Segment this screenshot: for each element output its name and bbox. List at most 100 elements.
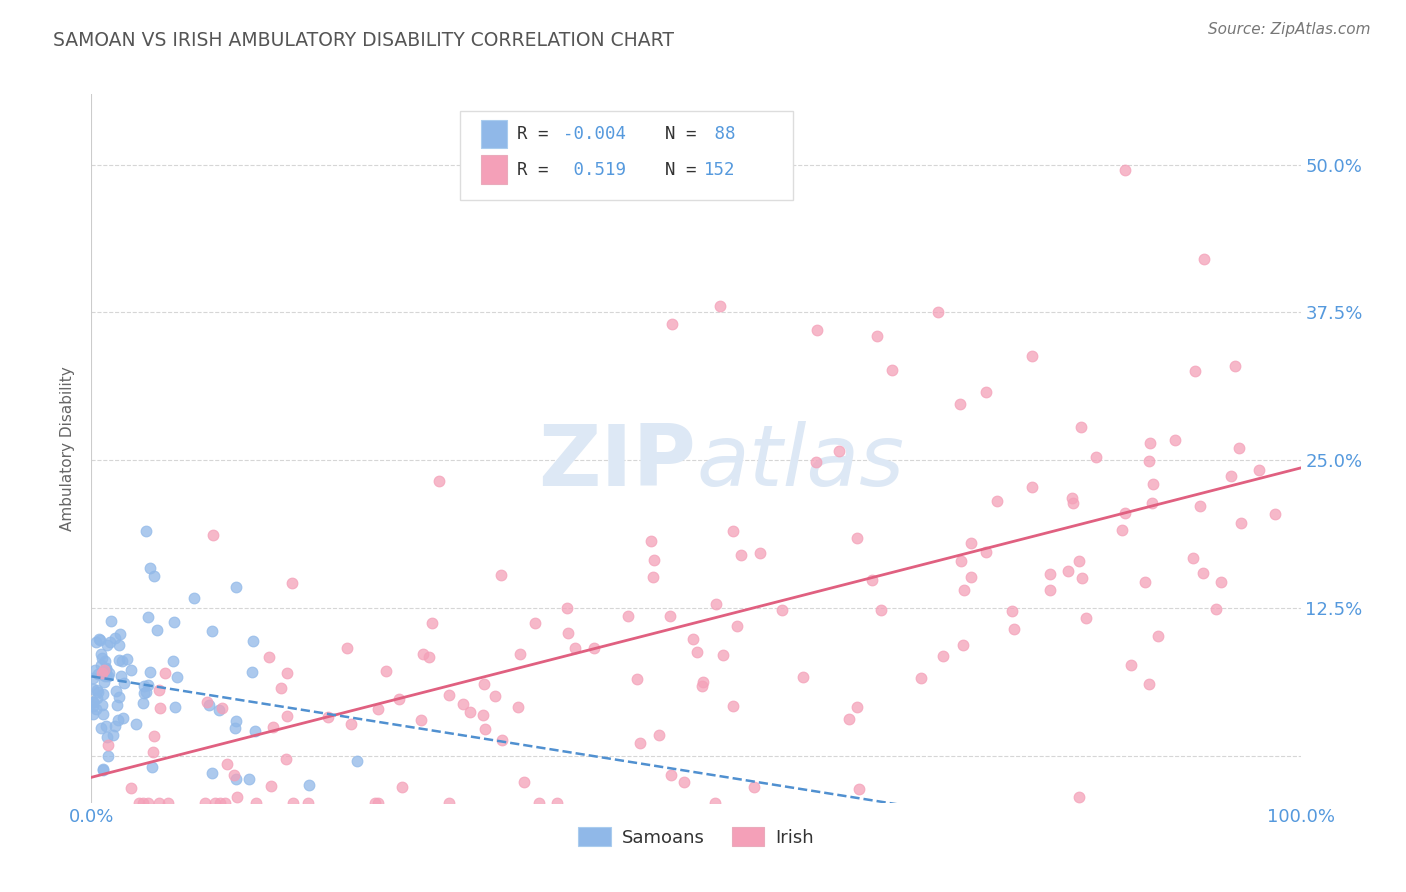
Point	[224, 721, 246, 735]
Point	[418, 649, 440, 664]
Point	[1264, 507, 1286, 521]
Point	[512, 775, 534, 789]
Point	[1084, 450, 1107, 465]
Point	[142, 746, 165, 760]
Point	[1139, 436, 1161, 450]
Text: R =: R =	[517, 161, 560, 178]
Point	[225, 772, 247, 787]
Point	[870, 603, 893, 617]
Point	[148, 682, 170, 697]
Point	[281, 796, 304, 810]
Point	[725, 618, 748, 632]
Point	[195, 695, 218, 709]
Text: N =: N =	[644, 161, 707, 178]
Point	[1021, 349, 1043, 363]
Point	[163, 615, 186, 629]
Text: 88: 88	[704, 125, 735, 143]
Point	[420, 615, 443, 630]
Point	[721, 524, 744, 539]
Point	[1219, 468, 1241, 483]
Point	[120, 663, 142, 677]
Point	[1114, 506, 1136, 520]
Point	[692, 675, 714, 690]
Point	[672, 774, 695, 789]
Point	[804, 455, 827, 469]
Point	[472, 677, 495, 691]
Point	[298, 778, 321, 792]
Point	[709, 300, 731, 314]
Point	[91, 707, 114, 722]
Point	[260, 780, 283, 794]
Point	[93, 688, 115, 702]
Point	[274, 752, 297, 766]
Point	[346, 755, 368, 769]
Point	[222, 768, 245, 782]
Point	[204, 796, 226, 810]
Point	[238, 772, 260, 787]
Point	[149, 701, 172, 715]
Point	[87, 632, 110, 646]
Point	[1188, 499, 1211, 513]
Point	[104, 719, 127, 733]
Point	[640, 533, 662, 548]
Point	[211, 700, 233, 714]
Point	[87, 684, 110, 698]
Point	[215, 756, 238, 771]
Point	[367, 796, 389, 810]
Point	[135, 685, 157, 699]
Point	[142, 569, 165, 583]
Text: ZIP: ZIP	[538, 421, 696, 504]
Point	[240, 665, 263, 679]
Text: SAMOAN VS IRISH AMBULATORY DISABILITY CORRELATION CHART: SAMOAN VS IRISH AMBULATORY DISABILITY CO…	[53, 31, 675, 50]
Point	[506, 700, 529, 714]
Point	[1135, 574, 1157, 589]
Point	[949, 397, 972, 411]
Point	[986, 494, 1008, 508]
Point	[1062, 491, 1084, 506]
Point	[1071, 571, 1094, 585]
Point	[1076, 611, 1098, 625]
Point	[648, 728, 671, 742]
Point	[427, 474, 450, 488]
Point	[94, 661, 117, 675]
Point	[659, 609, 682, 624]
Point	[132, 796, 155, 810]
Point	[1119, 657, 1142, 672]
Point	[828, 444, 851, 458]
Point	[98, 634, 121, 648]
Point	[91, 666, 114, 681]
Point	[1114, 163, 1136, 178]
Point	[927, 305, 949, 319]
Text: atlas: atlas	[696, 421, 904, 504]
Point	[686, 645, 709, 659]
Point	[437, 796, 460, 810]
Point	[93, 667, 115, 681]
Point	[86, 635, 108, 649]
Point	[1070, 420, 1092, 434]
Point	[546, 796, 568, 810]
Point	[97, 738, 120, 752]
Point	[583, 640, 606, 655]
Point	[682, 632, 704, 647]
Point	[453, 697, 475, 711]
Point	[105, 698, 128, 712]
Point	[845, 699, 868, 714]
Point	[952, 582, 974, 597]
Point	[1140, 496, 1163, 510]
Point	[316, 709, 339, 723]
Point	[132, 696, 155, 710]
Point	[132, 686, 155, 700]
Point	[208, 796, 231, 810]
Point	[1247, 462, 1270, 476]
Point	[690, 679, 713, 693]
Point	[270, 681, 292, 695]
Point	[723, 699, 745, 714]
Point	[339, 717, 361, 731]
Point	[959, 570, 981, 584]
Point	[1227, 441, 1250, 455]
Point	[523, 615, 546, 630]
Point	[90, 650, 112, 665]
Text: Source: ZipAtlas.com: Source: ZipAtlas.com	[1208, 22, 1371, 37]
Point	[703, 796, 725, 810]
Point	[1001, 604, 1024, 618]
